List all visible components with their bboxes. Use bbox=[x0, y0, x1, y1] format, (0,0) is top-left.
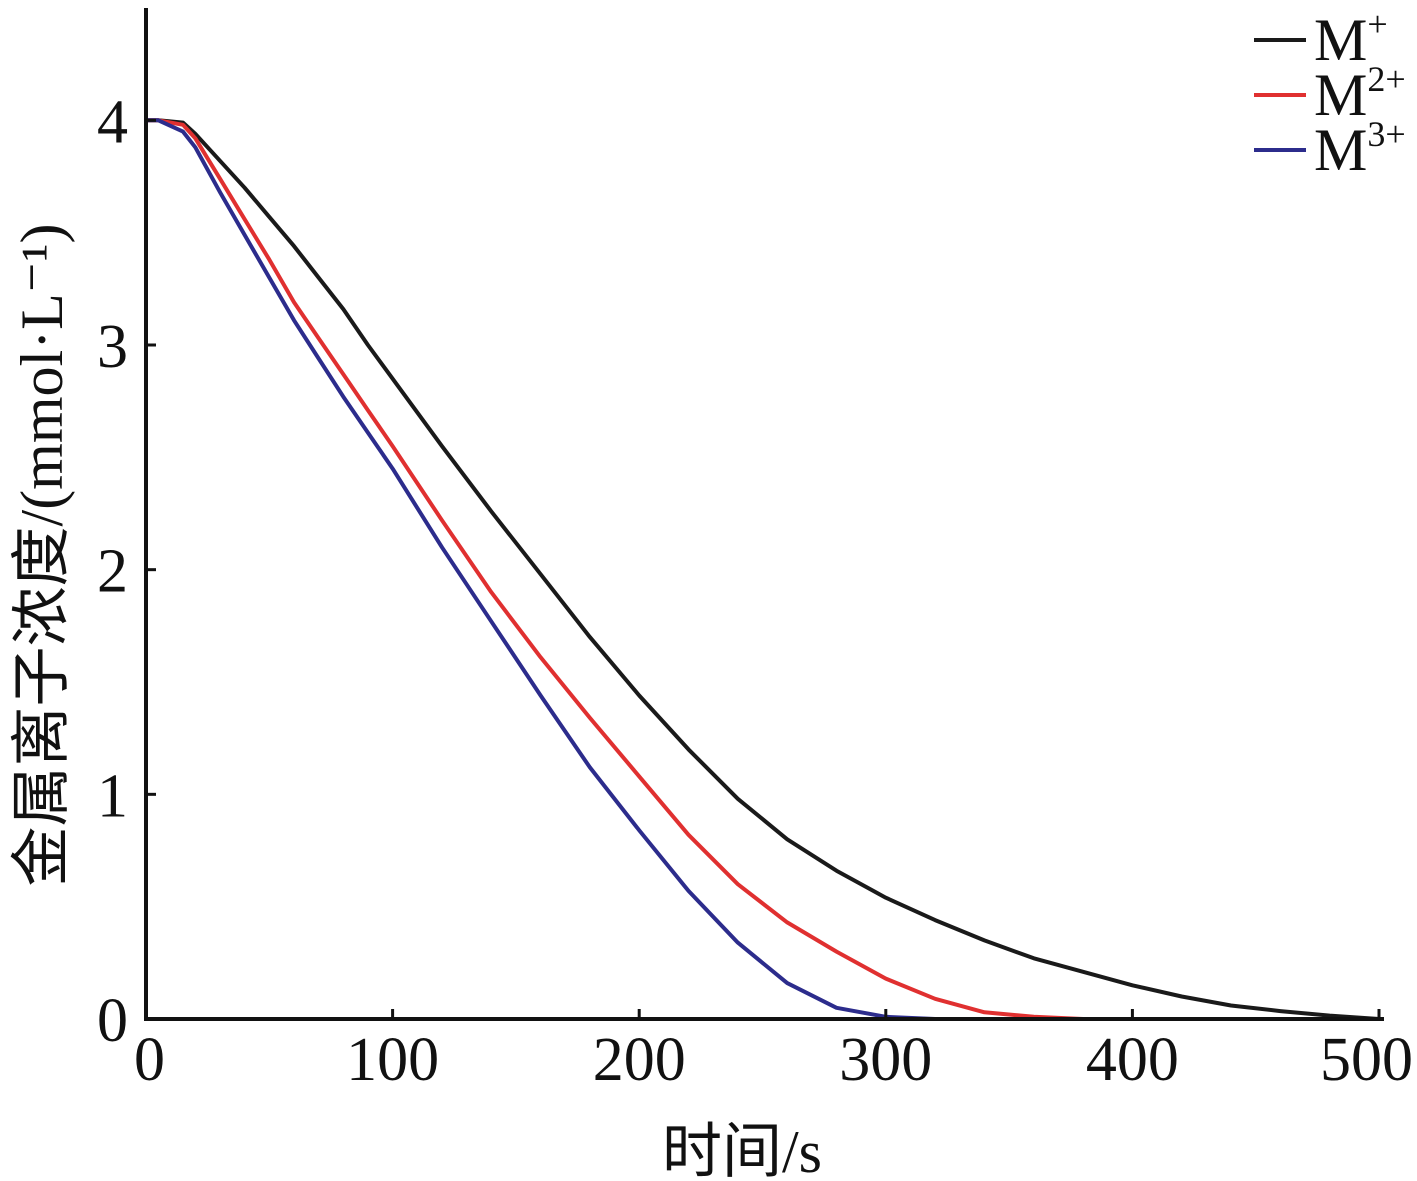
labels-layer: 时间/s 金属离子浓度/(mmol·L⁻¹) bbox=[9, 224, 822, 1181]
legend-label-3: M3+ bbox=[1314, 114, 1406, 183]
x-axis-title: 时间/s bbox=[662, 1119, 822, 1181]
series-line-1 bbox=[144, 118, 1381, 1021]
y-tick-label: 4 bbox=[97, 88, 128, 156]
legend: M+M2+M3+ bbox=[1254, 4, 1406, 183]
ticks-layer: 0 100 200 300 400 500 0 1 2 3 4 bbox=[97, 88, 1413, 1094]
axes-layer bbox=[144, 8, 1384, 1021]
series-line-2 bbox=[144, 118, 1086, 1021]
y-tick-label: 0 bbox=[97, 987, 128, 1055]
x-tick-label: 0 bbox=[134, 1026, 165, 1094]
series-layer bbox=[144, 118, 1381, 1021]
legend-label-2: M2+ bbox=[1314, 59, 1406, 128]
y-tick-label: 2 bbox=[97, 538, 128, 606]
x-tick-label: 400 bbox=[1086, 1026, 1179, 1094]
y-tick-label: 1 bbox=[97, 762, 128, 830]
x-tick-label: 500 bbox=[1320, 1026, 1413, 1094]
y-axis-title: 金属离子浓度/(mmol·L⁻¹) bbox=[9, 224, 75, 887]
y-tick-label: 3 bbox=[97, 313, 128, 381]
x-tick-label: 100 bbox=[346, 1026, 439, 1094]
legend-label-1: M+ bbox=[1314, 4, 1388, 73]
x-tick-label: 200 bbox=[593, 1026, 686, 1094]
x-tick-label: 300 bbox=[839, 1026, 932, 1094]
series-line-3 bbox=[144, 118, 938, 1021]
